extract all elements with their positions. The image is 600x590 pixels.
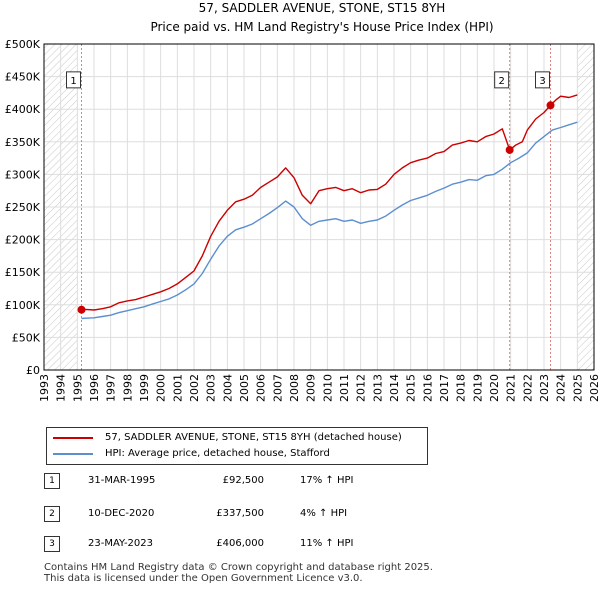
sale-marker-box	[535, 71, 550, 89]
x-tick-label: 2001	[171, 374, 184, 402]
sale-price: £406,000	[216, 538, 264, 549]
x-tick-label: 2007	[271, 374, 284, 402]
x-tick-label: 2023	[538, 374, 551, 402]
sale-price: £92,500	[222, 475, 264, 486]
x-tick-label: 2014	[388, 374, 401, 402]
x-tick-label: 2022	[521, 374, 534, 402]
sale-number: 3	[44, 536, 60, 552]
legend: 57, SADDLER AVENUE, STONE, ST15 8YH (det…	[46, 427, 428, 465]
sale-date: 31-MAR-1995	[88, 475, 156, 486]
sale-number: 1	[44, 473, 60, 489]
sale-row: 2 10-DEC-2020 £337,500 4% ↑ HPI	[44, 505, 444, 523]
plot-frame	[43, 43, 595, 371]
sale-markers: 1 2 3	[66, 71, 555, 314]
legend-swatch-property	[53, 437, 93, 439]
x-tick-label: 2009	[305, 374, 318, 402]
x-tick-label: 2013	[371, 374, 384, 402]
price-chart: 57, SADDLER AVENUE, STONE, ST15 8YH Pric…	[5, 1, 600, 402]
y-tick-label: £300K	[5, 168, 41, 181]
sale-marker-box	[66, 71, 81, 89]
sale-date: 23-MAY-2023	[88, 538, 154, 549]
x-tick-label: 2006	[255, 374, 268, 402]
sale-marker-box	[494, 71, 510, 89]
sale-hpi-diff: 11% ↑ HPI	[300, 538, 354, 549]
sale-hpi-diff: 17% ↑ HPI	[300, 475, 354, 486]
series-line-property	[81, 94, 578, 311]
y-tick-label: £250K	[5, 201, 41, 214]
y-tick-label: £100K	[5, 299, 41, 312]
y-tick-label: £450K	[5, 71, 41, 84]
x-tick-label: 1999	[138, 374, 151, 402]
copyright-line: Contains HM Land Registry data © Crown c…	[44, 562, 433, 573]
sale-row: 3 23-MAY-2023 £406,000 11% ↑ HPI	[44, 535, 444, 553]
x-tick-label: 2010	[321, 374, 334, 402]
sale-marker-label: 1	[70, 76, 76, 87]
x-tick-label: 2012	[355, 374, 368, 402]
sale-marker-label: 3	[539, 76, 545, 87]
x-tick-label: 2026	[588, 374, 600, 402]
sale-date: 10-DEC-2020	[88, 508, 155, 519]
legend-swatch-hpi	[53, 453, 93, 455]
y-tick-label: £400K	[5, 103, 41, 116]
chart-title: 57, SADDLER AVENUE, STONE, ST15 8YH	[199, 1, 446, 15]
x-tick-label: 1995	[71, 374, 84, 402]
x-tick-label: 2016	[421, 374, 434, 402]
licence-line: This data is licensed under the Open Gov…	[44, 573, 363, 584]
x-tick-label: 2021	[505, 374, 518, 402]
sale-hpi-diff: 4% ↑ HPI	[300, 508, 348, 519]
y-tick-label: £350K	[5, 136, 41, 149]
x-tick-label: 2005	[238, 374, 251, 402]
series-line-hpi	[81, 121, 578, 320]
footer: Contains HM Land Registry data © Crown c…	[44, 562, 433, 584]
x-tick-label: 2003	[205, 374, 218, 402]
sale-point	[77, 305, 86, 314]
x-tick-label: 1998	[121, 374, 134, 402]
legend-label-property: 57, SADDLER AVENUE, STONE, ST15 8YH (det…	[105, 432, 402, 443]
series-layer	[81, 94, 578, 320]
x-tick-label: 1993	[38, 374, 51, 402]
x-tick-label: 2024	[555, 374, 568, 402]
x-tick-label: 2000	[155, 374, 168, 402]
y-tick-label: £0	[26, 364, 40, 377]
x-tick-label: 2025	[571, 374, 584, 402]
sale-point	[546, 101, 555, 110]
x-tick-label: 1994	[55, 374, 68, 402]
x-tick-label: 2019	[471, 374, 484, 402]
x-axis: 1993 1994 1995 1996 1997 1998 1999 2000 2001 2002…	[38, 374, 600, 402]
y-tick-label: £500K	[5, 38, 41, 51]
y-axis: £0 £50K £100K £150K £200K £250K £300K £350K £400…	[5, 38, 41, 377]
sale-row: 1 31-MAR-1995 £92,500 17% ↑ HPI	[44, 472, 444, 490]
sale-marker-label: 2	[498, 76, 504, 87]
x-tick-label: 2020	[488, 374, 501, 402]
sale-price: £337,500	[216, 508, 264, 519]
x-tick-label: 2004	[221, 374, 234, 402]
sale-number: 2	[44, 506, 60, 522]
legend-label-hpi: HPI: Average price, detached house, Staf…	[105, 448, 330, 459]
y-tick-label: £150K	[5, 266, 41, 279]
x-tick-label: 1997	[105, 374, 118, 402]
x-tick-label: 2008	[288, 374, 301, 402]
x-tick-label: 2002	[188, 374, 201, 402]
chart-subtitle: Price paid vs. HM Land Registry's House …	[150, 20, 493, 34]
y-tick-label: £200K	[5, 234, 41, 247]
y-tick-label: £50K	[12, 331, 41, 344]
x-tick-label: 2011	[338, 374, 351, 402]
x-tick-label: 2017	[438, 374, 451, 402]
sale-point	[505, 145, 514, 154]
x-tick-label: 2018	[455, 374, 468, 402]
x-tick-label: 2015	[405, 374, 418, 402]
x-tick-label: 1996	[88, 374, 101, 402]
